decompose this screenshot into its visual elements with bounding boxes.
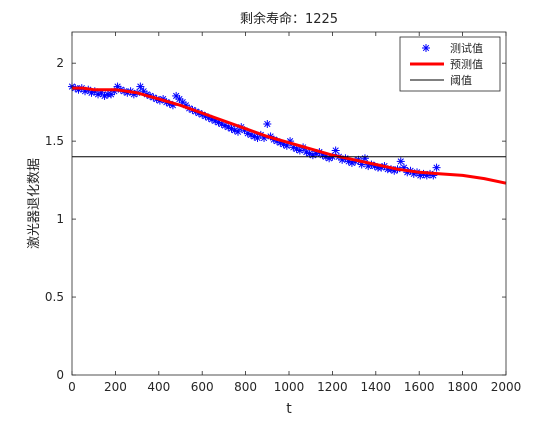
x-tick-label: 800 (234, 380, 257, 394)
test-value-point (234, 127, 243, 136)
x-tick-label: 1000 (274, 380, 305, 394)
test-value-point (331, 146, 340, 155)
x-tick-label: 1800 (447, 380, 478, 394)
test-value-point (100, 91, 109, 100)
x-tick-label: 1200 (317, 380, 348, 394)
test-value-point (230, 126, 239, 135)
legend-entry: 测试值 (422, 42, 483, 55)
series-predicted-line (72, 86, 507, 185)
legend-entry: 阈值 (410, 73, 472, 87)
test-value-point (136, 82, 145, 91)
legend-label: 预测值 (450, 58, 483, 71)
y-tick-label: 1.5 (45, 134, 64, 148)
x-tick-label: 1400 (361, 380, 392, 394)
x-tick-label: 400 (147, 380, 170, 394)
test-value-point (432, 163, 441, 172)
x-tick-label: 200 (104, 380, 127, 394)
x-axis-label: t (286, 401, 292, 417)
legend-asterisk-icon (422, 44, 430, 52)
y-tick-label: 0 (56, 368, 64, 382)
test-value-point (364, 162, 373, 171)
test-value-point (263, 119, 272, 128)
y-tick-label: 2 (56, 56, 64, 70)
test-value-point (396, 157, 405, 166)
x-tick-label: 600 (191, 380, 214, 394)
chart-title: 剩余寿命：1225 (240, 11, 338, 27)
legend-label: 阈值 (450, 73, 472, 87)
x-tick-label: 2000 (491, 380, 522, 394)
legend-label: 测试值 (450, 42, 483, 55)
y-tick-label: 1 (56, 212, 64, 226)
x-tick-label: 0 (68, 380, 76, 394)
legend-entry: 预测值 (410, 58, 483, 71)
axes: 0 200 400 600 800 1000 1200 1400 1600 1800 2000 0 0.… (45, 31, 522, 394)
y-tick-label: 0.5 (45, 290, 64, 304)
x-tick-label: 1600 (404, 380, 435, 394)
test-value-point (107, 90, 116, 99)
y-axis-label: 激光器退化数据 (27, 158, 42, 249)
data-marks (68, 82, 507, 185)
